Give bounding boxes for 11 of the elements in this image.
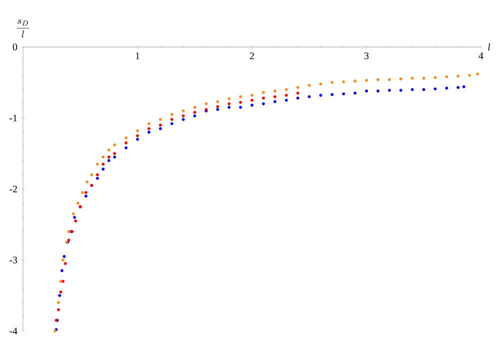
- x-tick-label: 4: [478, 52, 484, 60]
- y-tick-label: -3: [10, 256, 18, 264]
- y-axis-title: $\frac{s_D}{l}$: [17, 20, 29, 38]
- y-tick-label: -2: [10, 186, 17, 192]
- x-axis-title: l: [488, 44, 490, 50]
- y-tick-label: -4: [10, 328, 18, 334]
- x-tick-label: 3: [364, 52, 369, 60]
- y-tick-label: 0: [12, 44, 18, 50]
- x-tick-label: 2: [250, 52, 254, 60]
- x-tick-label: 1: [136, 52, 140, 60]
- y-tick-label: -1: [10, 114, 17, 122]
